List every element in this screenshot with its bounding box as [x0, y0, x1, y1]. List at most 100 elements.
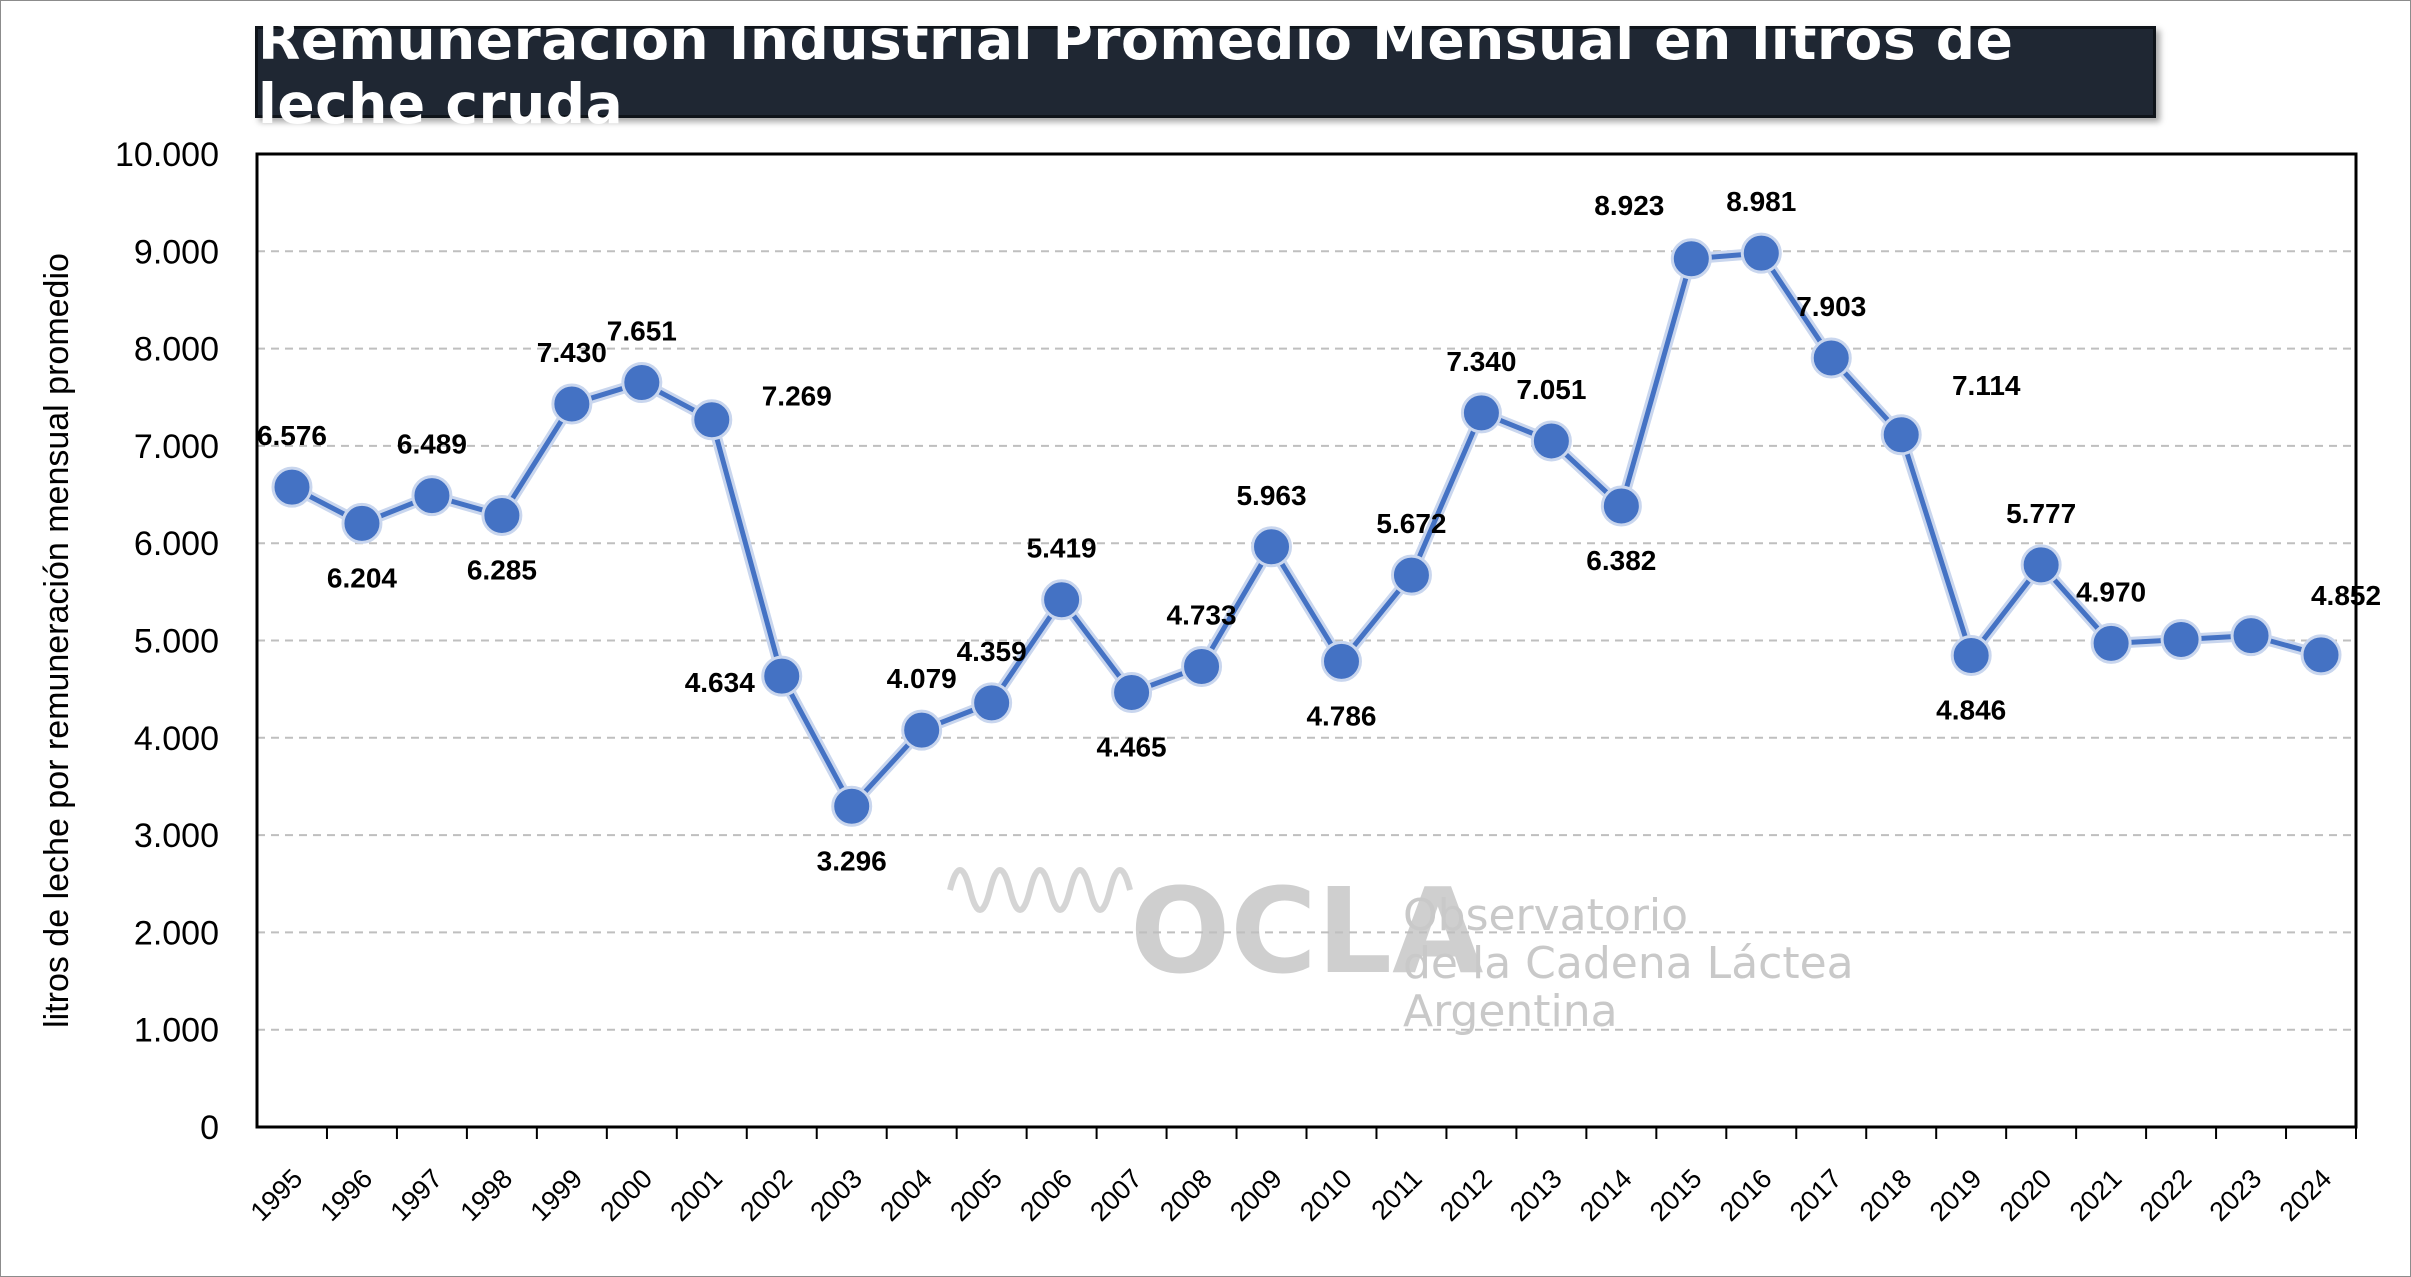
x-tick-label: 2000 — [594, 1163, 658, 1227]
data-label: 7.269 — [762, 381, 832, 412]
x-tick-label: 2019 — [1924, 1163, 1988, 1227]
data-point — [411, 475, 453, 517]
y-tick-label: 7.000 — [134, 428, 219, 466]
data-point — [1810, 337, 1852, 379]
data-label: 4.465 — [1097, 732, 1167, 763]
data-point — [1740, 232, 1782, 274]
x-tick-label: 1998 — [455, 1163, 519, 1227]
chart-title-box: Remuneración Industrial Promedio Mensual… — [255, 8, 2156, 136]
data-label: 4.786 — [1306, 700, 1376, 731]
watermark-line2: de la Cadena Láctea — [1403, 938, 1854, 989]
data-label: 7.651 — [607, 316, 677, 347]
x-tick-label: 2006 — [1014, 1163, 1078, 1227]
y-tick-label: 10.000 — [115, 136, 219, 174]
data-point — [1041, 579, 1083, 621]
data-label: 4.970 — [2076, 576, 2146, 607]
x-tick-label: 2015 — [1644, 1163, 1708, 1227]
data-point — [2090, 622, 2132, 664]
data-label: 4.634 — [685, 667, 755, 698]
data-point — [691, 399, 733, 441]
x-tick-label: 2008 — [1154, 1163, 1218, 1227]
x-tick-label: 2023 — [2204, 1163, 2268, 1227]
data-point — [1111, 672, 1153, 714]
x-tick-label: 2001 — [664, 1163, 728, 1227]
x-tick-label: 2022 — [2134, 1163, 2198, 1227]
x-tick-label: 1995 — [245, 1163, 309, 1227]
x-tick-label: 2014 — [1574, 1163, 1638, 1227]
x-tick-label: 2009 — [1224, 1163, 1288, 1227]
y-tick-label: 0 — [200, 1109, 219, 1147]
data-label: 7.430 — [537, 337, 607, 368]
data-point — [481, 494, 523, 536]
data-label: 5.672 — [1376, 508, 1446, 539]
watermark-line3: Argentina — [1403, 986, 1618, 1037]
data-point — [1530, 420, 1572, 462]
x-tick-label: 2011 — [1366, 1163, 1428, 1225]
data-point — [341, 502, 383, 544]
series-line-group — [271, 232, 2342, 827]
data-point — [1460, 392, 1502, 434]
x-tick-label: 2007 — [1084, 1163, 1148, 1227]
data-label: 5.419 — [1027, 533, 1097, 564]
y-tick-label: 4.000 — [134, 720, 219, 758]
data-label: 4.079 — [887, 663, 957, 694]
y-tick-label: 5.000 — [134, 623, 219, 661]
data-label: 7.903 — [1796, 291, 1866, 322]
y-tick-label: 9.000 — [134, 233, 219, 271]
x-tick-label: 2012 — [1434, 1163, 1498, 1227]
data-point — [621, 362, 663, 404]
data-label: 4.846 — [1936, 694, 2006, 725]
ocla-logo-icon — [947, 867, 1133, 913]
data-label: 4.359 — [957, 636, 1027, 667]
x-tick-label: 2020 — [1994, 1163, 2058, 1227]
data-point — [831, 785, 873, 827]
x-tick-label: 2017 — [1784, 1163, 1848, 1227]
x-tick-label: 2003 — [804, 1163, 868, 1227]
x-tick-label: 2010 — [1294, 1163, 1358, 1227]
data-point — [2230, 615, 2272, 657]
x-tick-label: 2004 — [874, 1163, 938, 1227]
data-label: 7.114 — [1952, 370, 2021, 401]
x-tick-label: 1996 — [315, 1163, 379, 1227]
data-point — [761, 655, 803, 697]
data-point — [2300, 634, 2342, 676]
data-label: 7.340 — [1446, 346, 1516, 377]
x-tick-label: 1999 — [524, 1163, 588, 1227]
y-tick-label: 2.000 — [134, 914, 219, 952]
y-axis-ticks: 0 1.000 2.000 3.000 4.000 5.000 6.000 7.000 8.00… — [115, 136, 219, 1147]
data-label: 6.576 — [257, 420, 327, 451]
x-axis-ticks: 1995 1996 1997 1998 1999 2000 2001 2002 2003 2004… — [245, 1127, 2357, 1227]
data-point — [1251, 526, 1293, 568]
data-point — [1600, 485, 1642, 527]
y-tick-label: 8.000 — [134, 331, 219, 369]
data-point — [971, 682, 1013, 724]
x-tick-label: 2013 — [1504, 1163, 1568, 1227]
x-tick-label: 2002 — [734, 1163, 798, 1227]
data-point — [1880, 414, 1922, 456]
data-label: 8.981 — [1726, 186, 1796, 217]
data-point — [1320, 640, 1362, 682]
data-point — [1950, 634, 1992, 676]
x-tick-label: 2016 — [1714, 1163, 1778, 1227]
data-label: 3.296 — [817, 845, 887, 876]
data-label: 4.852 — [2311, 580, 2381, 611]
data-label: 8.923 — [1594, 190, 1664, 221]
data-point — [551, 383, 593, 425]
x-tick-label: 2021 — [2064, 1163, 2128, 1227]
data-label: 5.777 — [2006, 498, 2076, 529]
data-label: 6.285 — [467, 554, 537, 585]
data-point — [2020, 544, 2062, 586]
x-tick-label: 2018 — [1854, 1163, 1918, 1227]
data-point — [271, 466, 313, 508]
y-tick-label: 6.000 — [134, 525, 219, 563]
data-point — [1181, 645, 1223, 687]
chart-title: Remuneración Industrial Promedio Mensual… — [258, 8, 2014, 136]
data-point — [1390, 554, 1432, 596]
x-tick-label: 1997 — [385, 1163, 449, 1227]
data-label: 4.733 — [1167, 599, 1237, 630]
data-point — [901, 709, 943, 751]
